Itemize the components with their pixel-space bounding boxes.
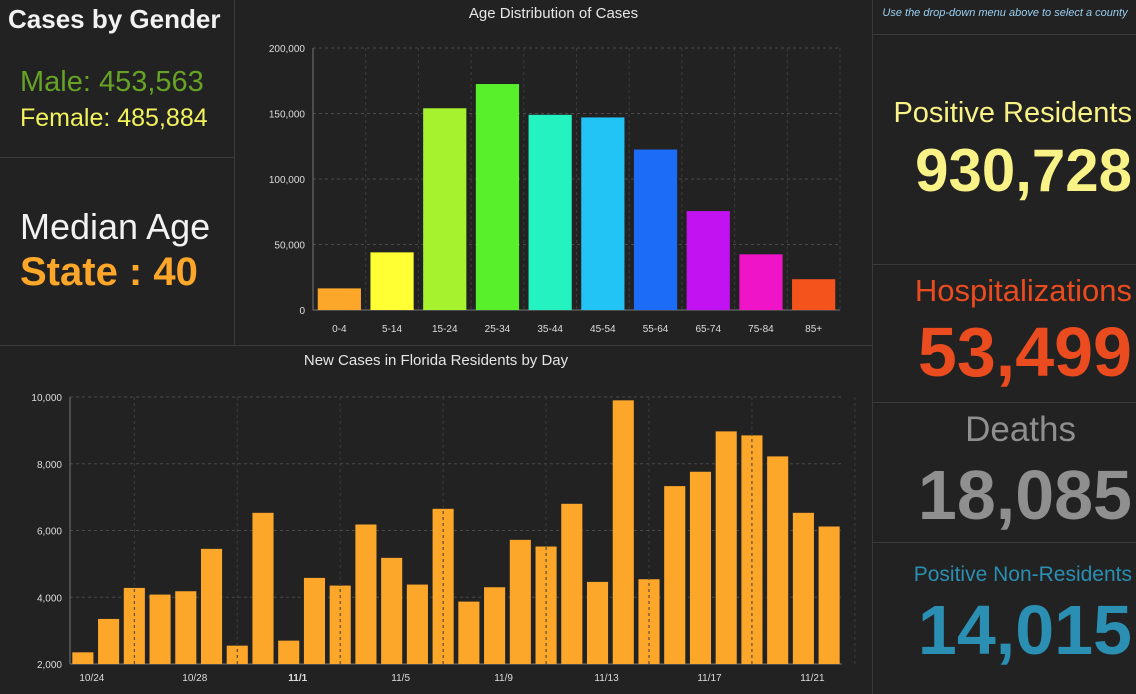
y-tick-label: 50,000 [274,241,305,252]
median-age-panel: Median Age State : 40 [0,158,234,345]
x-tick-label: 45-54 [590,324,616,335]
daily-bar [612,400,634,664]
daily-bar [72,652,94,664]
divider [0,345,872,346]
daily-bar [278,640,300,664]
daily-bar [355,524,377,664]
hospitalizations-value: 53,499 [917,313,1132,391]
y-tick-label: 2,000 [37,660,62,671]
daily-bar [406,584,428,664]
age-chart-title: Age Distribution of Cases [468,5,639,22]
daily-bar [303,577,326,664]
age-bar [475,84,520,311]
age-bar [686,211,730,310]
daily-bar [509,539,531,664]
y-tick-label: 0 [299,306,305,317]
deaths-value: 18,085 [917,456,1132,534]
x-tick-label: 55-64 [643,324,669,335]
daily-bar [432,508,454,664]
x-tick-label: 75-84 [748,324,774,335]
y-tick-label: 4,000 [37,593,62,604]
x-tick-label: 10/24 [79,673,104,684]
y-tick-label: 200,000 [269,44,306,55]
male-cases: Male: 453,563 [20,66,204,98]
daily-bar [535,546,557,664]
deaths-label: Deaths [965,410,1076,449]
y-tick-label: 8,000 [37,460,62,471]
median-age-value: State : 40 [20,250,198,294]
daily-bar [200,548,223,664]
y-tick-label: 100,000 [269,175,306,186]
x-tick-label: 25-34 [485,324,511,335]
non-residents-value: 14,015 [917,591,1132,669]
daily-bar [561,503,583,664]
daily-bar [715,431,737,664]
x-tick-label: 10/28 [182,673,207,684]
daily-bar [175,591,197,664]
age-bar [423,108,467,310]
divider [873,264,1136,265]
median-age-title: Median Age [20,206,211,247]
daily-bar [767,456,789,664]
x-tick-label: 5-14 [382,324,402,335]
daily-bar [664,486,686,664]
x-tick-label: 0-4 [332,324,347,335]
x-tick-label: 65-74 [695,324,721,335]
daily-bar [689,471,712,664]
daily-bar [484,587,506,664]
y-tick-label: 150,000 [269,110,306,121]
x-tick-label: 11/1 [288,673,307,684]
gender-panel: Cases by Gender Male: 453,563 Female: 48… [0,0,234,157]
divider [873,402,1136,403]
x-tick-label: 85+ [805,324,822,335]
age-bar [370,252,414,310]
x-tick-label: 11/21 [800,673,825,684]
daily-bar [586,581,609,664]
county-hint: Use the drop-down menu above to select a… [882,7,1128,19]
age-bar [528,114,572,310]
female-cases: Female: 485,884 [20,104,208,132]
daily-bar [458,601,480,664]
divider [0,157,234,158]
age-bar [739,254,783,310]
daily-bar [792,512,814,664]
positive-residents-label: Positive Residents [893,97,1132,129]
y-tick-label: 10,000 [31,393,62,404]
x-tick-label: 15-24 [432,324,458,335]
daily-bar [226,645,248,664]
age-bar [581,117,625,311]
age-distribution-chart: 0 50,000 100,000 150,000 200,000 0-4 5-14 15-24… [269,44,841,335]
divider [873,542,1136,543]
daily-bar [149,594,171,664]
divider [872,0,873,694]
daily-chart-title: New Cases in Florida Residents by Day [303,352,569,369]
x-tick-label: 11/9 [494,673,513,684]
x-tick-label: 11/13 [594,673,619,684]
x-tick-label: 11/17 [697,673,722,684]
daily-bar [818,526,840,664]
daily-cases-chart: 2,000 4,000 6,000 8,000 10,000 10/24 10/28 11/1… [31,393,856,684]
daily-bar [381,557,403,664]
daily-bar [252,512,274,664]
x-tick-label: 11/5 [391,673,410,684]
positive-residents-value: 930,728 [915,137,1132,204]
daily-bar [329,585,351,664]
age-bar [792,279,836,310]
hospitalizations-label: Hospitalizations [914,273,1132,308]
x-tick-label: 35-44 [537,324,563,335]
divider [234,0,235,345]
age-bar [633,149,678,310]
age-bar [317,288,361,310]
gender-title: Cases by Gender [8,4,221,34]
non-residents-label: Positive Non-Residents [913,563,1132,586]
y-tick-label: 6,000 [37,527,62,538]
daily-bar [98,618,120,664]
divider [873,34,1136,35]
